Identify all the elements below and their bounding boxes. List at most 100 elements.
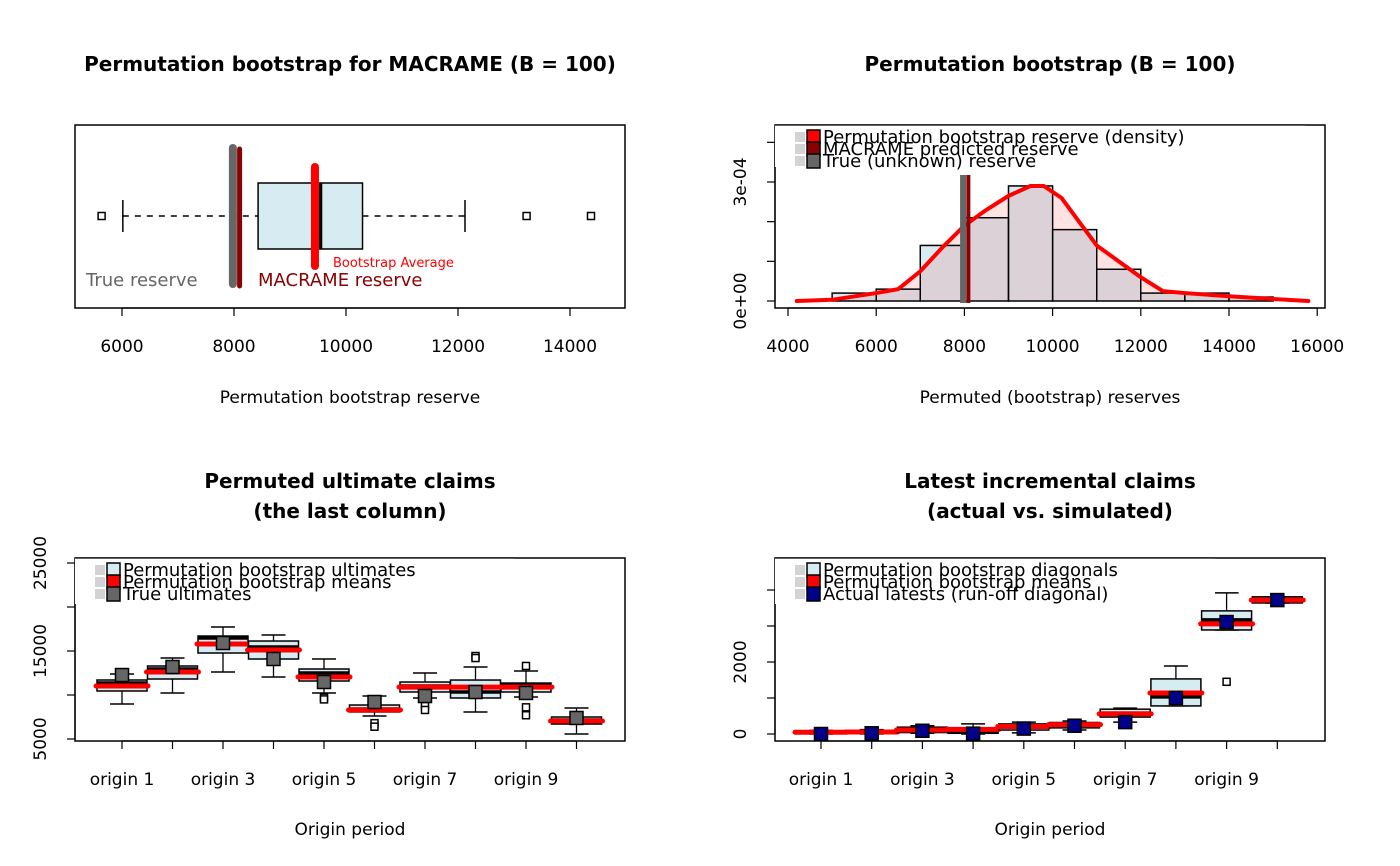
outlier: [319, 695, 329, 704]
legend-label: Permutation bootstrap ultimates: [123, 560, 416, 581]
legend-label: Permutation bootstrap means: [123, 572, 392, 593]
y-tick-label: 2000: [731, 640, 751, 683]
legend-swatch: [806, 586, 821, 602]
legend-box: [775, 558, 1215, 604]
outlier: [521, 703, 531, 712]
outlier: [370, 722, 379, 731]
x-tick-label: origin 9: [494, 770, 559, 790]
x-tick-label: origin 7: [393, 770, 458, 790]
true-point: [468, 684, 483, 700]
true-point: [114, 667, 130, 683]
legend-shadow-swatch: [795, 132, 805, 142]
legend-label: MACRAME predicted reserve: [823, 139, 1079, 160]
panel4-title-line2: (actual vs. simulated): [927, 499, 1173, 523]
outlier: [521, 661, 531, 671]
legend-box: [775, 125, 1305, 167]
y-tick-label: 0: [731, 729, 751, 740]
legend-label: Permutation bootstrap diagonals: [823, 560, 1118, 581]
outlier: [1222, 677, 1231, 687]
panel2-x-tick-label: 14000: [1202, 337, 1256, 357]
x-tick-label: origin 3: [890, 770, 955, 790]
legend-shadow-swatch: [795, 156, 805, 166]
x-tick-label: origin 9: [1194, 770, 1259, 790]
x-tick-label: origin 1: [789, 770, 854, 790]
panel1-x-tick-label: 10000: [319, 337, 373, 357]
histogram-bar-outline: [1096, 268, 1142, 302]
panel3-title-line2: (the last column): [253, 499, 446, 523]
true-point: [1168, 690, 1184, 706]
x-tick-label: origin 1: [90, 770, 155, 790]
outlier: [420, 705, 430, 715]
panel2-xlabel: Permuted (bootstrap) reserves: [920, 388, 1181, 408]
panel3-xlabel: Origin period: [295, 820, 406, 840]
true-point: [165, 659, 180, 675]
panel1-outlier: [522, 211, 531, 221]
panel1-title: Permutation bootstrap for MACRAME (B = 1…: [84, 52, 616, 76]
y-tick-label: 15000: [31, 624, 51, 678]
panel2-x-tick-label: 12000: [1114, 337, 1168, 357]
legend-shadow-swatch: [95, 589, 105, 599]
true-reserve-label: True reserve: [85, 270, 198, 291]
x-tick-label: origin 3: [191, 770, 256, 790]
legend-shadow-swatch: [795, 577, 805, 587]
true-point: [1117, 714, 1133, 730]
x-tick-label: origin 5: [292, 770, 357, 790]
true-point: [1219, 614, 1234, 630]
legend-shadow-swatch: [795, 565, 805, 575]
legend-swatch: [106, 586, 121, 602]
legend-label: Permutation bootstrap means: [823, 572, 1092, 593]
legend-label: Permutation bootstrap reserve (density): [823, 127, 1185, 148]
panel2-x-tick-label: 6000: [855, 337, 898, 357]
panel2-title: Permutation bootstrap (B = 100): [865, 52, 1236, 76]
panel4-title-line1: Latest incremental claims: [904, 469, 1196, 493]
panel2-x-tick-label: 4000: [766, 337, 809, 357]
panel1-x-tick-label: 12000: [431, 337, 485, 357]
legend-label: True (unknown) reserve: [822, 151, 1036, 172]
panel2-x-tick-label: 10000: [1026, 337, 1080, 357]
true-point: [417, 688, 433, 704]
true-point: [864, 726, 879, 741]
true-point: [569, 710, 584, 726]
true-point: [266, 651, 281, 667]
legend-shadow-swatch: [95, 565, 105, 575]
true-point: [915, 723, 930, 739]
panel2-x-tick-label: 16000: [1290, 337, 1344, 357]
density-curve: [794, 183, 1311, 303]
x-tick-label: origin 5: [991, 770, 1056, 790]
panel2-y-tick-label: 0e+00: [731, 272, 751, 329]
legend-swatch: [806, 153, 821, 169]
panel1-box: [257, 182, 364, 250]
legend-box: [75, 558, 515, 604]
legend-shadow-swatch: [795, 144, 805, 154]
panel2-x-tick-label: 8000: [943, 337, 986, 357]
panel1-outlier: [97, 211, 106, 221]
macrame-reserve-label: MACRAME reserve: [258, 270, 422, 291]
true-point: [316, 674, 332, 690]
true-point: [1067, 718, 1082, 733]
histogram-bar-outline: [1051, 228, 1098, 302]
panel4-xlabel: Origin period: [995, 820, 1106, 840]
panel1-outlier: [586, 211, 596, 221]
panel1-xlabel: Permutation bootstrap reserve: [220, 388, 480, 408]
x-tick-label: origin 7: [1093, 770, 1158, 790]
true-point: [1016, 721, 1032, 736]
bootstrap-average-label: Bootstrap Average: [333, 256, 454, 271]
legend-label: Actual latests (run-off diagonal): [823, 584, 1108, 605]
outlier: [471, 653, 480, 663]
true-point: [518, 685, 534, 701]
legend-shadow-swatch: [95, 577, 105, 587]
panel2-y-tick-label: 3e-04: [731, 157, 751, 206]
panel3-title-line1: Permuted ultimate claims: [204, 469, 495, 493]
y-tick-label: 25000: [31, 536, 51, 590]
true-point: [1270, 592, 1285, 608]
true-point: [367, 694, 382, 710]
outlier: [521, 710, 531, 720]
true-point: [813, 726, 829, 742]
true-point: [215, 635, 231, 651]
legend-shadow-swatch: [795, 589, 805, 599]
panel1-x-tick-label: 14000: [543, 337, 597, 357]
panel1-x-tick-label: 6000: [100, 337, 143, 357]
true-point: [965, 726, 981, 741]
legend-label: True ultimates: [122, 584, 252, 605]
